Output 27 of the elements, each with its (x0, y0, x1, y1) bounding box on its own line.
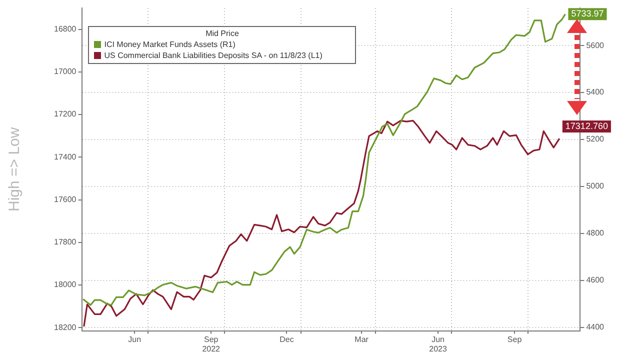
y-tick-label: 17400 (54, 152, 77, 162)
legend-label: ICI Money Market Funds Assets (R1) (104, 39, 236, 50)
y-axis-title: High => Low (6, 127, 24, 212)
y-tick-label: 18000 (54, 280, 77, 290)
y2-tick-label: 5000 (586, 182, 605, 191)
y-tick-label: 17000 (54, 67, 77, 76)
x-tick-label: Sep 2022 (202, 334, 221, 354)
x-tick-label: Mar (354, 334, 369, 344)
x-tick-label: Jun 2023 (429, 334, 448, 354)
y2-tick-label: 5600 (586, 40, 605, 50)
legend-label: US Commercial Bank Liabilities Deposits SA - on 11/8/23 (L1) (104, 50, 324, 61)
y2-tick-label: 5400 (586, 88, 605, 97)
data-label: 5733.97 (571, 8, 604, 19)
y-tick-label: 17800 (54, 238, 77, 247)
legend-title: Mid Price (204, 29, 240, 38)
y2-tick-label: 4600 (586, 276, 605, 285)
y-tick-label: 17600 (54, 194, 77, 204)
y2-tick-label: 4800 (586, 228, 605, 238)
x-tick-label: Jun (128, 334, 142, 344)
y-tick-label: 16800 (54, 24, 77, 34)
x-tick-label: Sep (507, 334, 522, 344)
y-tick-label: 18200 (54, 322, 77, 332)
y-tick-label: 17200 (54, 110, 77, 119)
y2-tick-label: 4400 (586, 322, 605, 332)
y2-tick-label: 5200 (586, 134, 605, 144)
data-label: 17312.760 (565, 121, 608, 132)
x-tick-label: Dec (280, 334, 294, 344)
